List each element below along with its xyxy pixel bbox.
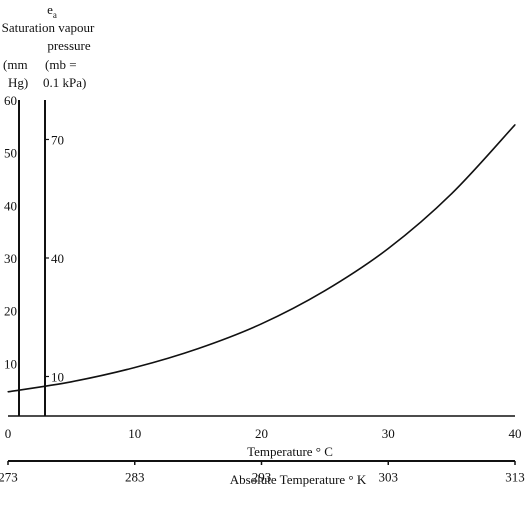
y-mmhg-tick-label: 10: [4, 356, 17, 371]
y-mb-tick-label: 40: [51, 251, 64, 266]
y-mmhg-unit-2: Hg): [8, 75, 28, 90]
ea-symbol: ea: [47, 2, 57, 20]
x-axis-title: Temperature ° C: [247, 444, 333, 459]
x2-tick-label: 303: [379, 470, 399, 485]
y-mb-tick-label: 10: [51, 369, 64, 384]
y-mmhg-tick-label: 50: [4, 146, 17, 161]
y-mb-unit-2: 0.1 kPa): [43, 75, 86, 90]
curve-point: [387, 247, 389, 250]
y-mb-unit-1: (mb =: [45, 57, 77, 72]
series-layer: [7, 124, 516, 393]
vapour-pressure-curve: [7, 124, 516, 393]
ticks-layer: 0 10 20 30 40 273 283 293 303 313 10 20 30 40 50 60 10 40…: [0, 93, 525, 485]
x-tick-label: 10: [128, 426, 141, 441]
x-tick-label: 40: [509, 426, 522, 441]
y-mb-tick-label: 70: [51, 132, 64, 147]
curve-point: [260, 323, 263, 325]
curve-point: [134, 366, 136, 369]
ea-symbol-sub: a: [53, 10, 57, 20]
y-title-line-2: pressure: [47, 38, 91, 53]
curve-point: [7, 391, 9, 393]
curve-point: [514, 124, 516, 126]
x2-tick-label: 313: [505, 470, 525, 485]
y-mmhg-tick-label: 60: [4, 93, 17, 108]
y-mmhg-tick-label: 20: [4, 304, 17, 319]
curve-point: [197, 347, 199, 350]
x-tick-label: 0: [5, 426, 12, 441]
y-mmhg-tick-label: 30: [4, 251, 17, 266]
x2-axis-title: Absolute Temperature ° K: [230, 472, 367, 487]
x2-tick-label: 293: [252, 470, 272, 485]
y-title-line-1: Saturation vapour: [2, 20, 95, 35]
x-tick-label: 30: [382, 426, 395, 441]
ea-symbol-main: e: [47, 2, 53, 17]
curve-point: [324, 290, 326, 292]
curve-point: [70, 381, 72, 383]
y-mmhg-unit-1: (mm: [3, 57, 28, 72]
y-mmhg-tick-label: 40: [4, 198, 17, 213]
x-tick-label: 20: [255, 426, 268, 441]
curve-point: [451, 193, 453, 195]
x2-tick-label: 273: [0, 470, 18, 485]
x2-tick-label: 283: [125, 470, 145, 485]
